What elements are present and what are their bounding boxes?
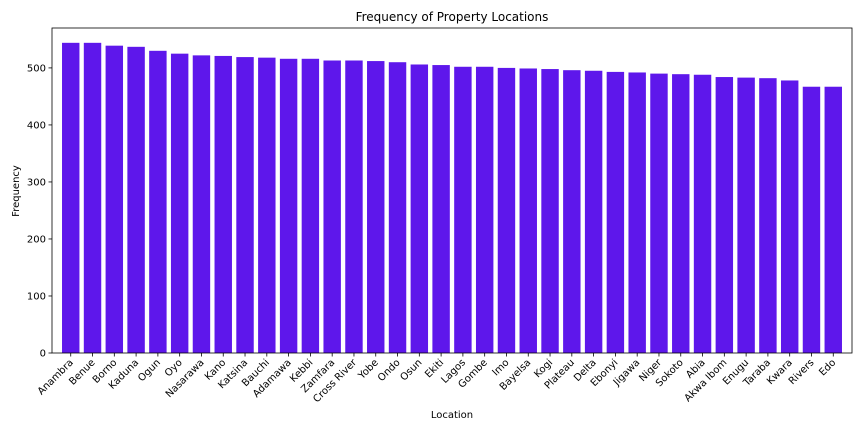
x-tick-label: Osun — [398, 357, 424, 383]
bar — [672, 74, 690, 354]
bar — [83, 42, 102, 353]
x-tick-label: Ogun — [136, 357, 163, 384]
bar — [606, 71, 625, 354]
bar — [258, 57, 276, 354]
bar — [432, 65, 450, 353]
bar — [780, 80, 799, 354]
y-axis: 0 100 200 300 400 500 — [27, 63, 52, 360]
y-tick-label: 0 — [40, 349, 46, 360]
bar — [170, 53, 189, 353]
bar — [584, 70, 603, 353]
y-axis-label: Frequency — [11, 165, 22, 217]
y-tick-label: 500 — [27, 63, 46, 74]
bar — [541, 69, 559, 354]
bar — [127, 46, 145, 353]
bar — [105, 45, 124, 354]
bar — [519, 68, 537, 353]
x-axis-label: Location — [431, 410, 473, 421]
bar — [388, 62, 407, 354]
bar — [650, 73, 668, 354]
bar — [475, 66, 494, 354]
bar — [497, 67, 516, 353]
bar — [345, 60, 363, 353]
bar — [301, 58, 320, 353]
bar — [192, 55, 211, 354]
bar — [367, 61, 385, 353]
bar — [410, 64, 429, 354]
bar — [214, 55, 232, 353]
bar — [824, 86, 842, 353]
bar — [323, 60, 341, 353]
bar — [149, 50, 167, 354]
y-tick-label: 400 — [27, 120, 46, 131]
bar — [62, 42, 80, 353]
y-tick-label: 300 — [27, 177, 46, 188]
y-tick-label: 100 — [27, 291, 46, 302]
bar — [563, 70, 581, 353]
bar — [454, 66, 472, 354]
bar — [759, 78, 777, 354]
bar — [737, 77, 755, 354]
bar — [628, 72, 646, 353]
plot-frame — [51, 27, 853, 354]
bars-group — [62, 42, 842, 354]
x-tick-label: Edo — [817, 357, 838, 378]
bar — [802, 86, 821, 353]
x-tick-label: Ondo — [376, 357, 403, 384]
bar — [715, 77, 734, 353]
chart-title: Frequency of Property Locations — [356, 10, 549, 24]
y-tick-label: 200 — [27, 234, 46, 245]
bar — [693, 74, 712, 353]
bar — [279, 58, 298, 353]
bar — [236, 57, 254, 353]
